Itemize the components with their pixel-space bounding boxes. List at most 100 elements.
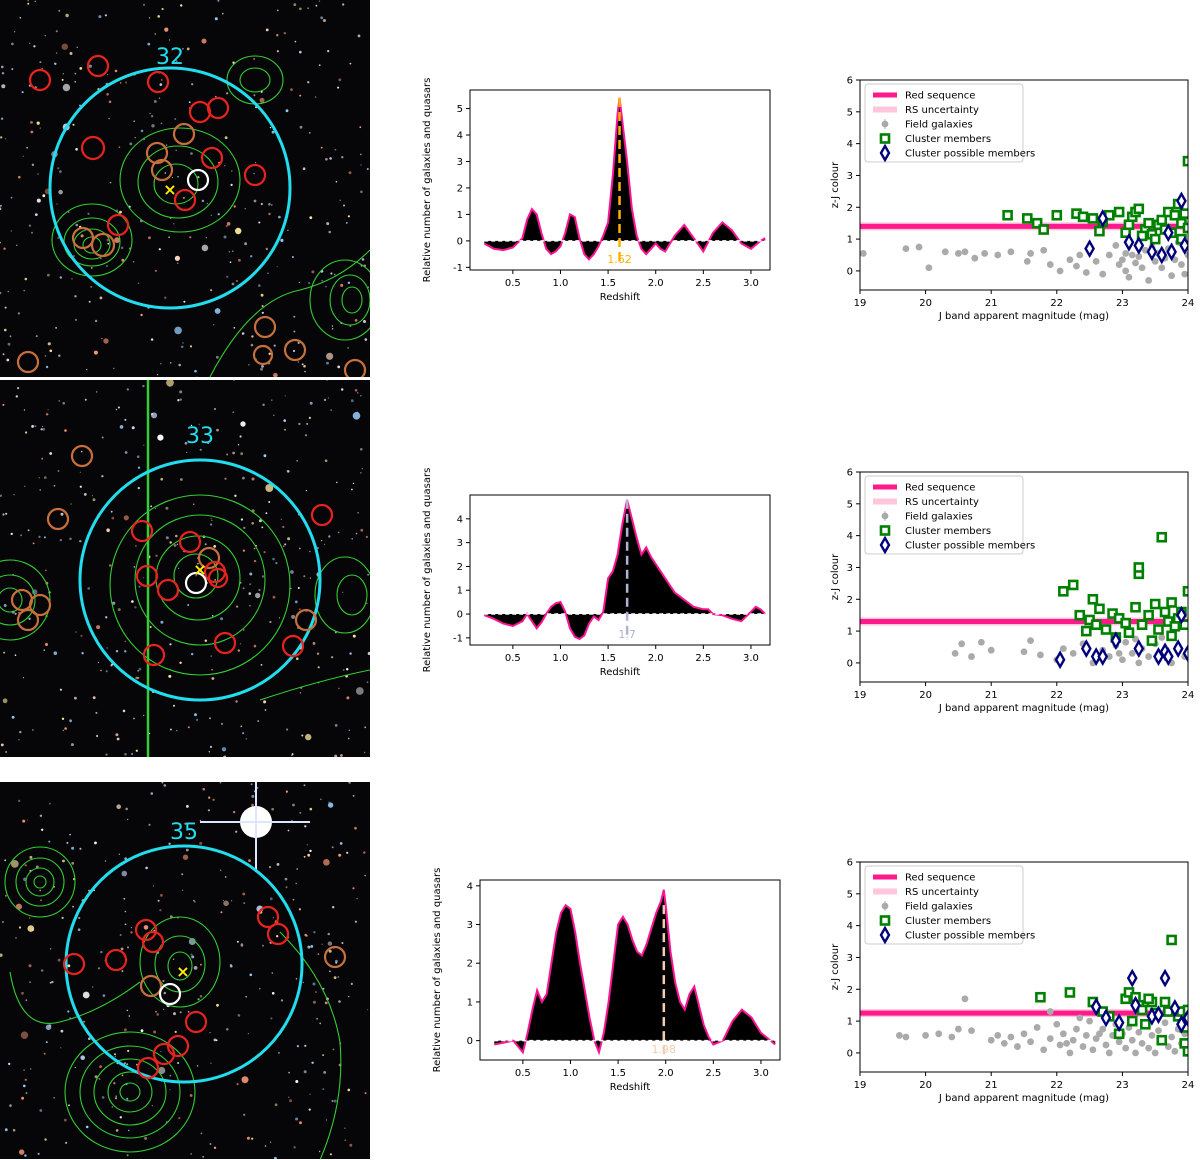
field-galaxy-point <box>1079 1043 1087 1050</box>
field-galaxy-point <box>1063 1039 1071 1047</box>
field-galaxy-point <box>1086 1017 1093 1025</box>
x-tick-label: 0.5 <box>505 653 521 664</box>
field-galaxy-point <box>968 653 975 660</box>
plot-area <box>860 934 1188 1057</box>
cluster-id-label: 32 <box>156 45 184 70</box>
cluster-member-point <box>1182 155 1188 167</box>
cluster-member-point <box>1179 619 1188 631</box>
y-tick-label: 2 <box>457 183 463 194</box>
y-tick-label: 1 <box>847 235 853 246</box>
possible-member-point <box>1130 995 1141 1015</box>
possible-member-point <box>1156 245 1168 265</box>
x-tick-label: 23 <box>1116 1080 1129 1091</box>
field-galaxy-point <box>961 995 969 1003</box>
field-galaxy-point <box>1069 1036 1077 1044</box>
x-tick-label: 23 <box>1116 690 1129 701</box>
legend-label: Field galaxies <box>905 902 973 913</box>
cluster-member-point <box>1140 1018 1151 1030</box>
y-tick-label: 6 <box>847 76 853 87</box>
field-galaxy-point <box>1027 250 1034 257</box>
field-galaxy-point <box>951 649 959 657</box>
field-galaxy-point <box>1073 1025 1080 1033</box>
field-galaxy-point <box>1020 1030 1028 1038</box>
cluster-member-point <box>1094 225 1105 237</box>
y-axis-label: z-J colour <box>830 943 841 990</box>
field-galaxy-point <box>1092 1035 1100 1042</box>
possible-member-point <box>1176 605 1187 625</box>
field-galaxy-point <box>1122 638 1130 646</box>
x-tick-label: 2.5 <box>695 653 711 664</box>
possible-member-point <box>1133 236 1145 255</box>
possible-member-point <box>1176 191 1187 211</box>
y-tick-label: 3 <box>847 563 853 574</box>
histogram-outline <box>483 499 766 641</box>
field-galaxy-point <box>1046 1035 1054 1042</box>
y-axis-label: z-J colour <box>830 553 841 600</box>
legend-member-swatch <box>879 525 891 536</box>
y-tick-label: 2 <box>847 595 853 606</box>
y-tick-label: 0 <box>467 1036 473 1047</box>
legend-label: Cluster members <box>905 916 991 927</box>
y-tick-label: 2 <box>467 959 473 970</box>
x-tick-label: 22 <box>1050 690 1063 701</box>
field-galaxy-point <box>1007 1033 1015 1041</box>
field-galaxy-point <box>1076 251 1084 259</box>
field-galaxy-point <box>915 243 923 251</box>
y-tick-label: 1 <box>457 210 463 221</box>
y-tick-label: 3 <box>847 171 853 182</box>
y-tick-label: 2 <box>847 985 853 996</box>
cluster-member-point <box>1182 1004 1188 1016</box>
y-axis-label: Relative number of galaxies and quasars <box>422 78 433 283</box>
field-galaxy-point <box>1115 261 1123 268</box>
sky-image-33-svg: 33 × <box>0 380 370 757</box>
cluster-member-point <box>1002 209 1013 221</box>
field-galaxy-point <box>1099 1025 1107 1033</box>
x-tick-label: 3.0 <box>743 278 759 289</box>
field-galaxy-point <box>1122 1044 1130 1052</box>
possible-member-point <box>1146 242 1158 262</box>
y-tick-label: 5 <box>457 104 463 115</box>
plot-frame <box>859 471 1189 683</box>
legend: Red sequence RS uncertainty Field galaxies… <box>864 475 1035 555</box>
x-tick-label: 21 <box>985 298 998 309</box>
possible-member-point <box>1110 631 1122 651</box>
x-tick-label: 0.5 <box>505 278 521 289</box>
x-axis-label: J band apparent magnitude (mag) <box>938 703 1109 714</box>
cluster-member-point <box>1143 609 1154 621</box>
cluster-member-point <box>1159 996 1171 1008</box>
legend-box <box>864 83 1024 163</box>
cluster-member-point <box>1081 625 1092 637</box>
y-tick-label: 3 <box>457 538 463 549</box>
possible-member-point <box>1097 208 1109 228</box>
x-tick-label: 24 <box>1182 690 1195 701</box>
field-galaxy-point <box>1053 1020 1061 1028</box>
cluster-member-point <box>1156 214 1168 226</box>
field-galaxy-point <box>1151 1049 1159 1057</box>
possible-member-point <box>1172 639 1184 659</box>
cluster-member-point <box>1133 203 1145 215</box>
field-galaxy-point <box>977 638 985 646</box>
cluster-member-point <box>1153 624 1164 635</box>
x-tick-label: 2.0 <box>648 278 664 289</box>
member-galaxy-circles <box>16 54 367 377</box>
field-galaxy-point <box>1128 1036 1136 1044</box>
x-axis-label: J band apparent magnitude (mag) <box>938 311 1109 322</box>
x-tick-label: 1.5 <box>600 278 616 289</box>
cluster-member-point <box>1182 586 1188 597</box>
x-tick-label: 2.5 <box>705 1068 721 1079</box>
legend-label: Red sequence <box>905 91 975 102</box>
y-axis-label: z-J colour <box>830 161 841 208</box>
y-tick-label: 3 <box>467 920 473 931</box>
member-galaxy-circles <box>62 905 347 1080</box>
y-tick-label: 2 <box>457 562 463 573</box>
legend-label: Red sequence <box>905 873 975 884</box>
cluster-member-point <box>1156 531 1168 543</box>
cluster-member-point <box>1100 624 1112 635</box>
panel-divider <box>0 777 370 782</box>
cluster-member-point <box>1136 619 1148 631</box>
density-contours <box>51 55 370 377</box>
field-galaxy-point <box>1092 257 1100 265</box>
cluster-member-point <box>1143 993 1154 1005</box>
